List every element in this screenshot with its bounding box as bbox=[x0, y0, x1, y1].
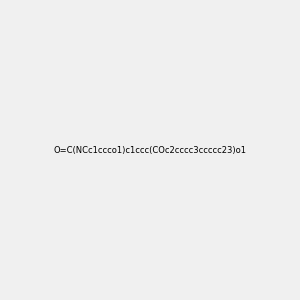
Text: O=C(NCc1ccco1)c1ccc(COc2cccc3ccccc23)o1: O=C(NCc1ccco1)c1ccc(COc2cccc3ccccc23)o1 bbox=[53, 146, 247, 154]
